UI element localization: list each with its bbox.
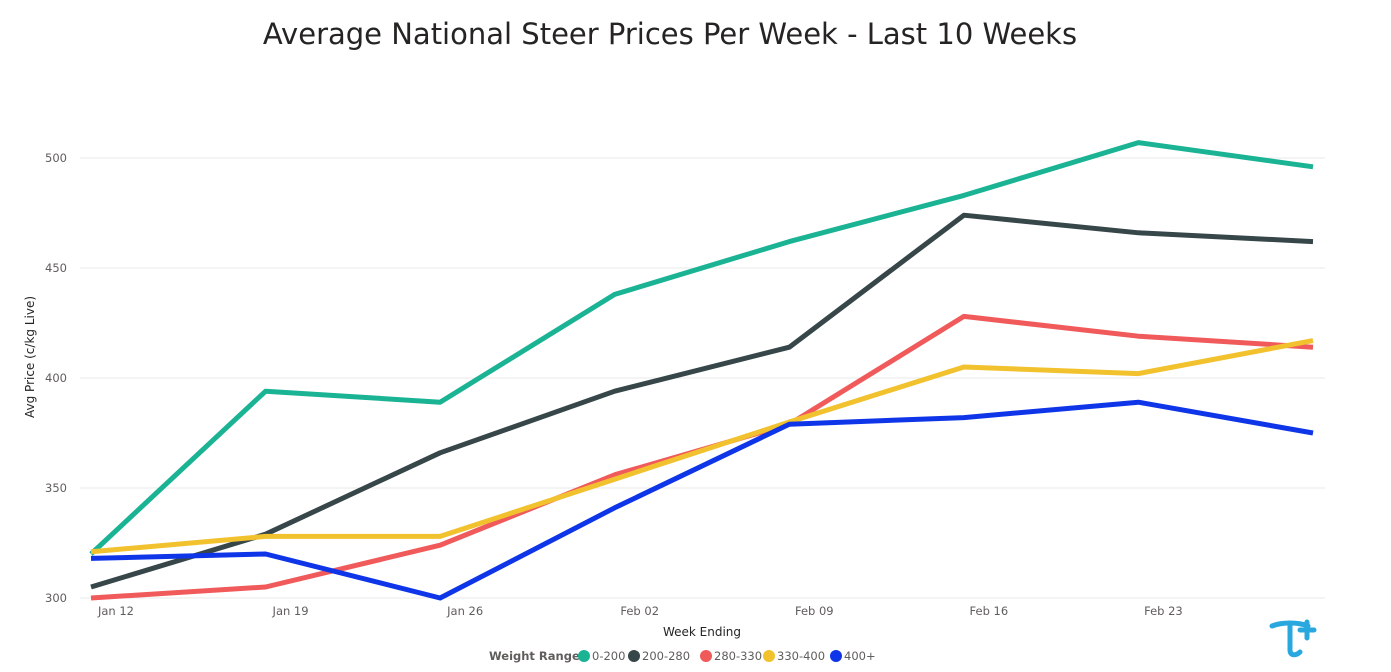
x-tick-label: Feb 23 xyxy=(1144,604,1183,618)
y-tick-label: 500 xyxy=(45,151,67,165)
series-line-400+ xyxy=(90,399,1314,601)
x-tick-label: Feb 16 xyxy=(970,604,1009,618)
legend-title: Weight Range xyxy=(489,649,580,663)
y-tick-label: 350 xyxy=(45,481,67,495)
x-tick-label: Feb 02 xyxy=(620,604,659,618)
legend-label: 200-280 xyxy=(642,649,690,663)
series-line-200-280 xyxy=(90,212,1314,590)
legend-marker xyxy=(578,650,590,662)
x-axis-label: Week Ending xyxy=(663,625,741,639)
series-lines xyxy=(89,140,1314,601)
x-tick-label: Jan 19 xyxy=(272,604,309,618)
x-axis-ticks: Jan 12 Jan 19 Jan 26 Feb 02 Feb 09 Feb 16 Feb … xyxy=(97,604,1183,618)
legend-label: 330-400 xyxy=(777,649,825,663)
legend: Weight Range 0-200 200-280 280-330 330-400 4… xyxy=(489,649,876,663)
legend-marker xyxy=(830,650,842,662)
legend-items: 0-200 200-280 280-330 330-400 400+ xyxy=(578,649,876,663)
legend-label: 280-330 xyxy=(714,649,762,663)
legend-marker xyxy=(700,650,712,662)
y-tick-label: 450 xyxy=(45,261,67,275)
series-line-0-200 xyxy=(89,140,1314,556)
y-axis-label: Avg Price (c/kg Live) xyxy=(23,296,37,418)
brand-logo-icon xyxy=(1269,619,1317,658)
legend-label: 400+ xyxy=(844,649,876,663)
x-tick-label: Jan 12 xyxy=(97,604,134,618)
series-line-330-400 xyxy=(90,338,1314,555)
legend-marker xyxy=(763,650,775,662)
y-axis-ticks: 300 350 400 450 500 xyxy=(45,151,67,605)
x-tick-label: Feb 09 xyxy=(795,604,834,618)
gridlines xyxy=(80,157,1325,599)
legend-label: 0-200 xyxy=(592,649,625,663)
y-tick-label: 300 xyxy=(45,591,67,605)
x-tick-label: Jan 26 xyxy=(446,604,483,618)
chart-title: Average National Steer Prices Per Week -… xyxy=(263,17,1077,51)
legend-marker xyxy=(628,650,640,662)
y-tick-label: 400 xyxy=(45,371,67,385)
